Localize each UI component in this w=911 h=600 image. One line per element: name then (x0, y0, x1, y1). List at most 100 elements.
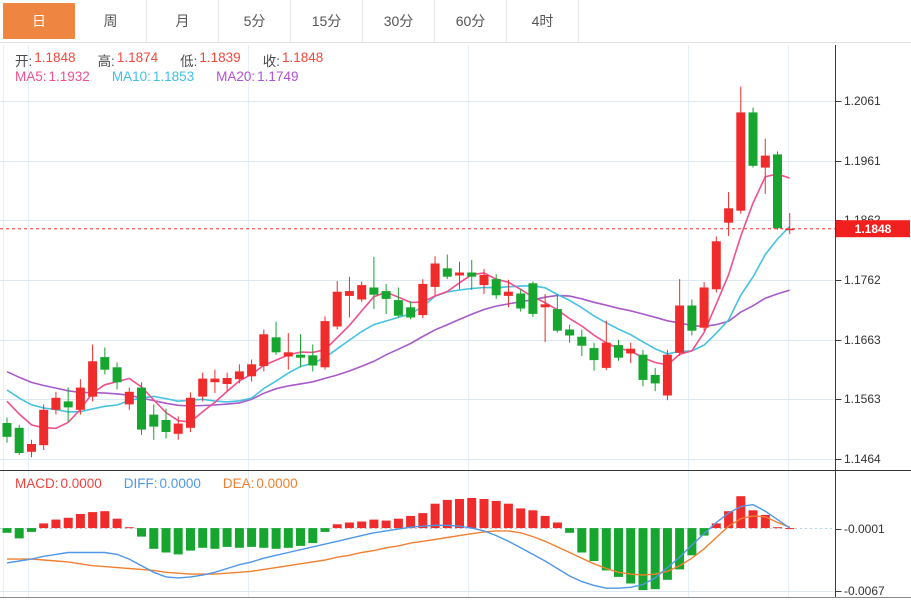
macd-axis: -0.0001 -0.0067 (0, 470, 911, 598)
tab-period-5[interactable]: 30分 (363, 0, 435, 42)
macd-bar (259, 528, 269, 548)
period-toolbar: 日周月 5分 15分 30分 60分 4时 (0, 0, 911, 43)
tab-period-1[interactable]: 周 (75, 0, 147, 42)
candle-body (724, 208, 734, 223)
macd-bar (247, 528, 257, 547)
candle-body (528, 283, 538, 314)
macd-bar (614, 528, 623, 577)
macd-bar (137, 528, 146, 537)
macd-bar (516, 508, 526, 529)
macd-bar (540, 515, 550, 529)
candle-body (418, 283, 428, 316)
candle-body (259, 334, 269, 367)
macd-bar (675, 528, 685, 570)
macd-bar (296, 528, 305, 546)
macd-bar (27, 528, 36, 532)
price-tick-label: 1.1961 (844, 154, 881, 168)
candle-body (124, 391, 134, 405)
price-tick-label: 1.1464 (844, 452, 881, 466)
tab-period-2[interactable]: 月 (147, 0, 219, 42)
tab-period-4[interactable]: 15分 (291, 0, 363, 42)
candle-body (748, 112, 758, 166)
candle-body (516, 293, 526, 309)
candle-body (711, 241, 721, 290)
macd-bar (124, 527, 134, 529)
macd-bar (491, 500, 501, 529)
macd-bar (75, 514, 85, 529)
macd-bar (283, 528, 293, 548)
candle-body (699, 287, 709, 328)
price-tick-label: 1.1663 (844, 333, 881, 347)
macd-bar (565, 528, 575, 533)
candle-body (198, 378, 208, 397)
candle-body (650, 375, 660, 384)
candle-body (577, 336, 587, 346)
macd-bar (2, 528, 12, 533)
candle-body (112, 367, 122, 383)
macd-bar (687, 528, 697, 556)
candle-body (381, 291, 391, 299)
macd-bar (589, 528, 599, 561)
macd-indicator-chart[interactable]: -0.0001 -0.0067 (0, 470, 911, 600)
candle-body (442, 268, 452, 277)
candle-body (552, 309, 562, 331)
candle-body (491, 279, 501, 296)
candle-body (773, 154, 782, 229)
macd-bar (39, 523, 49, 529)
candle-body (601, 342, 611, 368)
candle-body (271, 337, 281, 353)
macd-bar (711, 523, 721, 529)
candle-body (785, 228, 795, 231)
candle-body (186, 397, 195, 428)
candle-body (393, 300, 403, 316)
candle-body (467, 272, 477, 277)
macd-bar (442, 499, 452, 529)
main-candlestick-chart[interactable]: 1.20611.19611.18621.17621.16631.15631.14… (0, 43, 911, 470)
candle-body (75, 387, 85, 410)
candle-body (88, 361, 98, 397)
macd-bar (332, 524, 342, 529)
macd-bar (406, 515, 416, 529)
dea-line (7, 515, 790, 576)
tab-period-3[interactable]: 5分 (219, 0, 291, 42)
candle-body (332, 291, 342, 327)
macd-tick-label: -0.0067 (844, 584, 885, 598)
candle-body (14, 427, 24, 453)
candle-body (39, 409, 49, 446)
macd-bar (418, 513, 428, 529)
candle-body (430, 263, 440, 287)
macd-bar (455, 499, 464, 529)
macd-bar (320, 528, 330, 532)
macd-bar (393, 518, 403, 529)
candle-body (63, 401, 73, 408)
candle-body (247, 364, 257, 377)
macd-bar (344, 522, 354, 529)
candle-body (27, 444, 36, 452)
tab-period-0[interactable]: 日 (3, 3, 75, 39)
candles-group (2, 86, 795, 458)
candle-body (662, 354, 672, 396)
candle-body (626, 348, 636, 354)
candle-body (149, 414, 159, 427)
diff-line (6, 503, 791, 589)
tab-period-7[interactable]: 4时 (507, 0, 579, 42)
price-axis: 1.20611.19611.18621.17621.16631.15631.14… (835, 45, 910, 470)
candle-body (234, 371, 244, 380)
candle-body (2, 423, 12, 437)
macd-bar (271, 528, 281, 549)
tab-period-6[interactable]: 60分 (435, 0, 507, 42)
macd-bar (357, 521, 367, 529)
macd-bar (736, 496, 746, 529)
macd-bar (601, 528, 611, 571)
candle-body (161, 420, 171, 432)
candle-body (760, 155, 770, 168)
macd-bar (63, 517, 73, 529)
macd-bar (662, 528, 672, 580)
candle-body (320, 321, 330, 368)
candle-body (357, 285, 367, 300)
candle-body (614, 345, 623, 358)
macd-bar (552, 522, 562, 529)
macd-bar (369, 519, 379, 529)
macd-bar (699, 528, 709, 536)
macd-bar (626, 528, 636, 584)
